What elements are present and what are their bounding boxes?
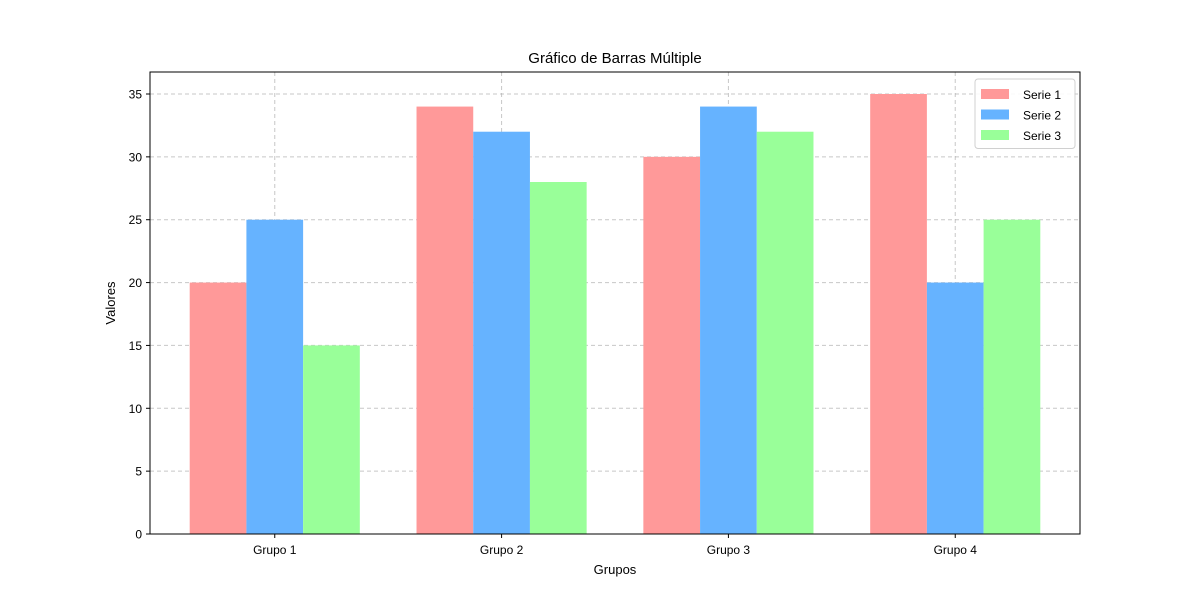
bar-3-3 [756,131,814,534]
legend-swatch [981,89,1009,99]
bar-2-1 [246,219,304,534]
legend-swatch [981,109,1009,120]
bar-2-2 [473,131,530,534]
bar-3-1 [303,345,360,534]
y-tick-label: 0 [135,528,142,542]
bar-2-4 [926,282,984,534]
x-axis-label: Grupos [594,562,637,577]
plot-frame [149,71,1081,535]
bar-2-3 [700,106,757,535]
legend-label: Serie 1 [1023,88,1061,102]
y-tick-label: 30 [129,150,143,164]
y-tick-label: 15 [129,339,143,353]
bar-3-2 [529,182,587,534]
bar-1-1 [189,282,247,534]
bar-3-4 [983,219,1041,534]
legend-swatch [981,130,1009,140]
y-tick-label: 25 [129,213,143,227]
legend-label: Serie 2 [1023,109,1061,123]
axis-ticks: 0 5 10 15 20 25 30 35 Grupo 1 Grupo 2 Grupo 3 Grupo… [129,88,978,558]
legend: Serie 1 Serie 2 Serie 3 [974,78,1076,149]
y-tick-label: 5 [135,465,142,479]
bars [189,94,1041,535]
x-tick-label: Grupo 1 [253,543,297,557]
x-tick-label: Grupo 4 [934,543,978,557]
chart-title: Gráfico de Barras Múltiple [528,50,701,67]
bar-1-4 [870,94,927,534]
y-tick-label: 10 [129,402,143,416]
x-tick-label: Grupo 3 [707,543,751,557]
legend-label: Serie 3 [1023,129,1061,143]
bar-1-2 [416,106,474,535]
bar-1-3 [643,156,701,534]
x-tick-label: Grupo 2 [480,543,524,557]
y-axis-label: Valores [103,281,118,325]
y-tick-label: 20 [129,276,143,290]
y-tick-label: 35 [129,88,143,102]
